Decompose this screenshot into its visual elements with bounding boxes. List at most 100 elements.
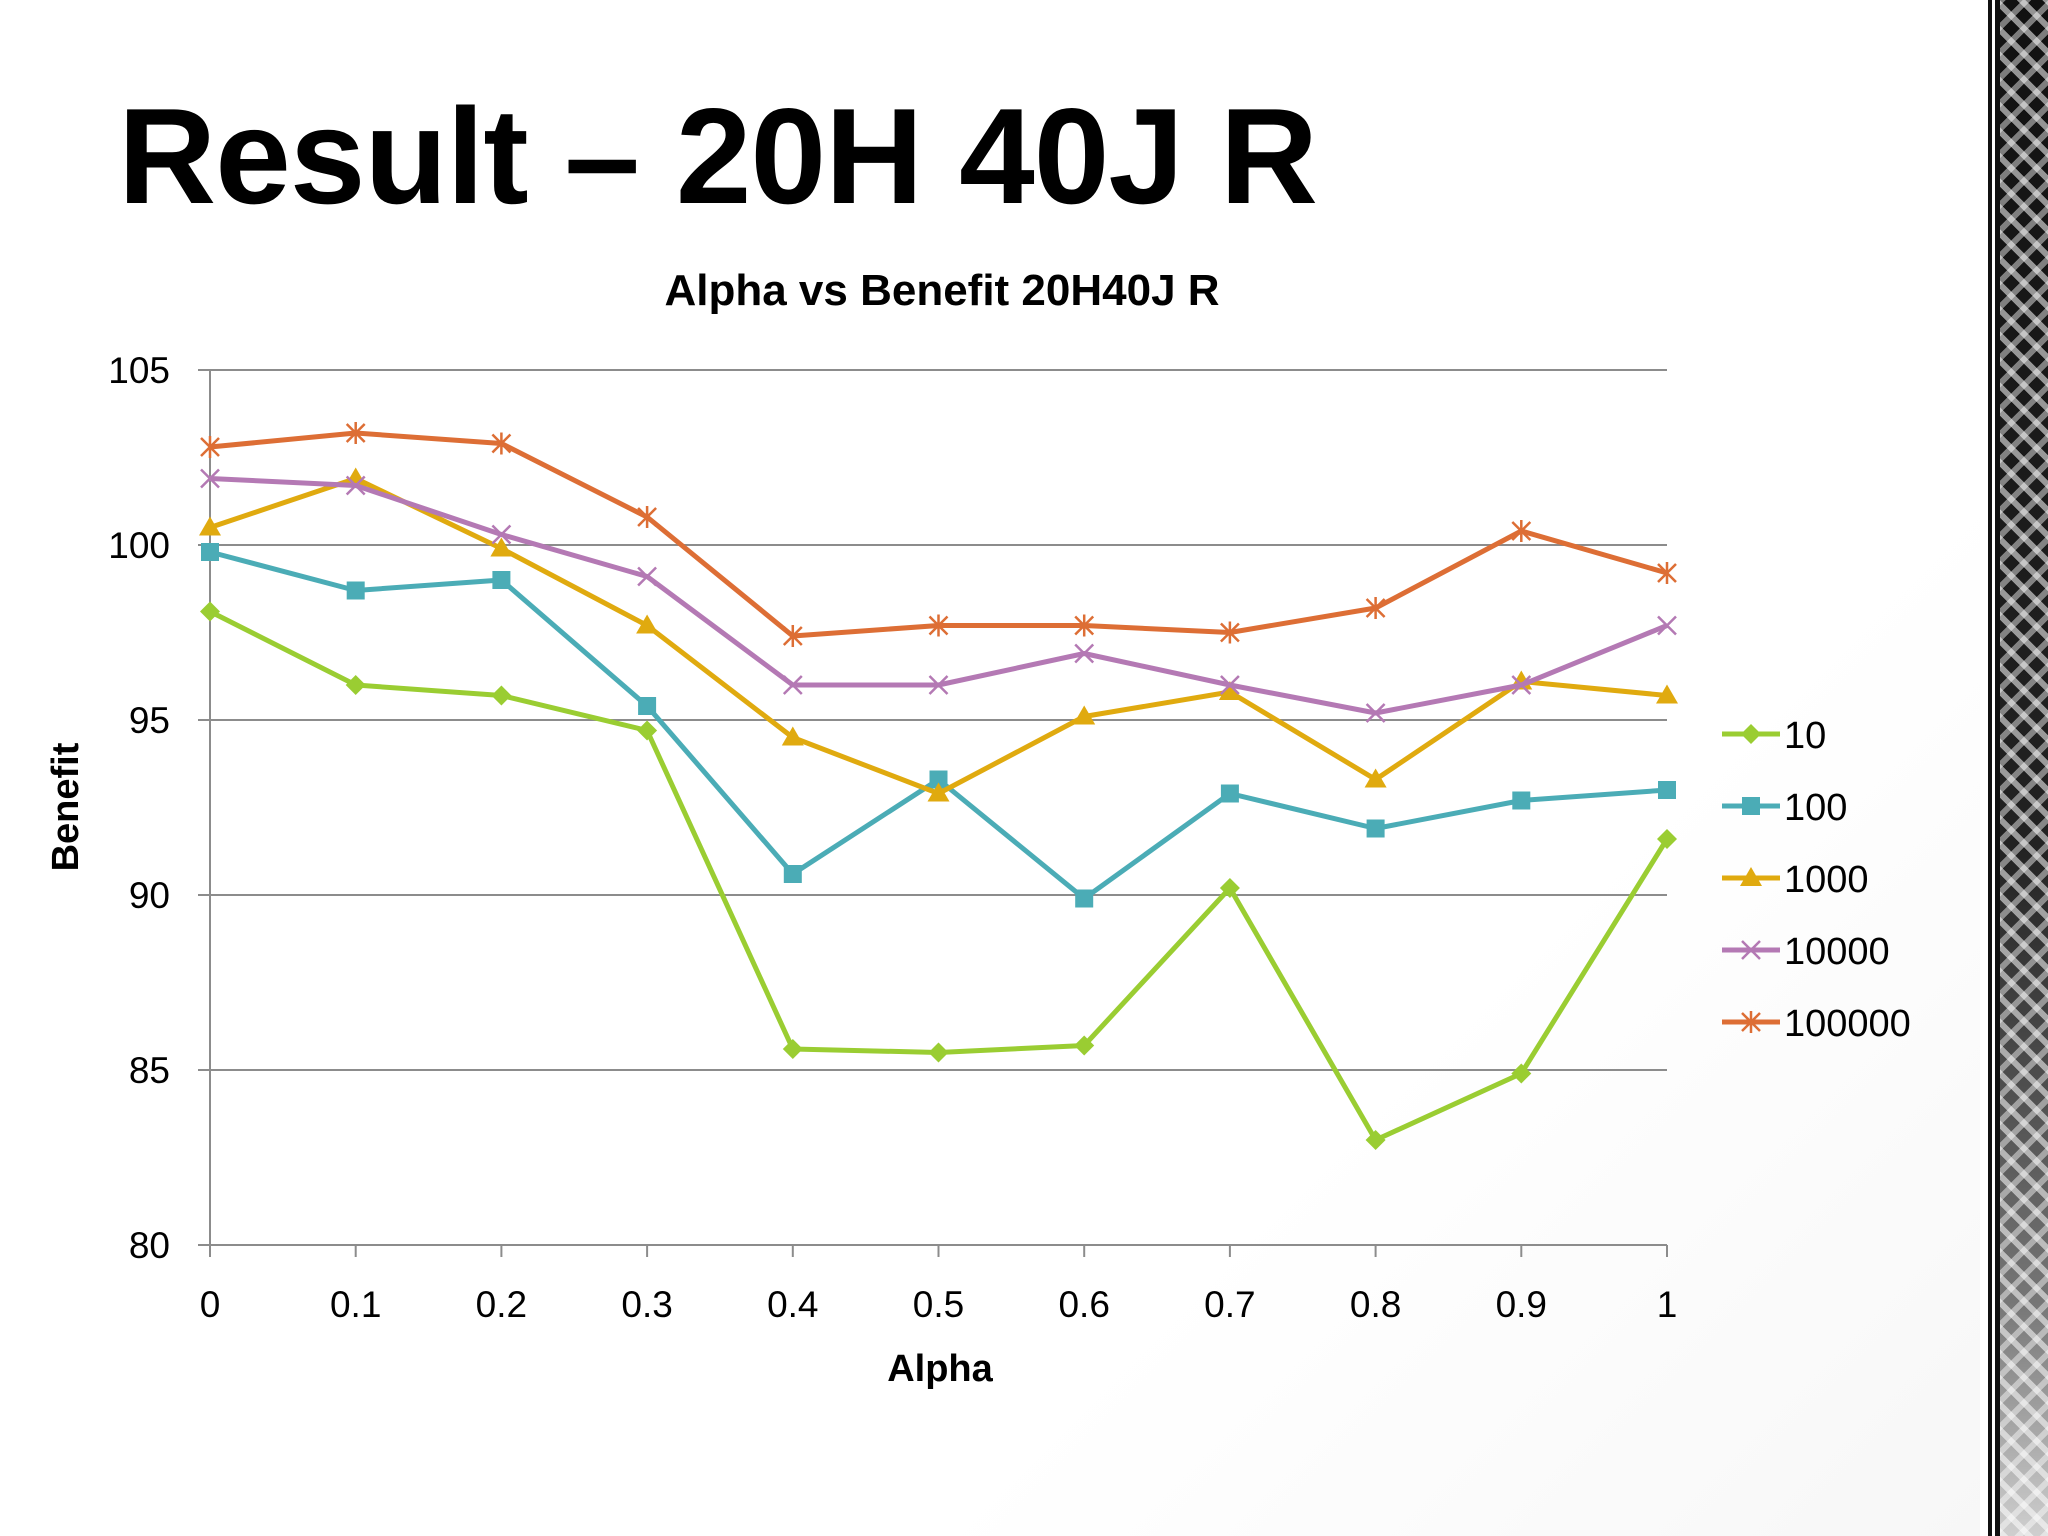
- legend-marker: [1741, 940, 1761, 960]
- data-point: [1366, 819, 1385, 838]
- data-point: [200, 468, 220, 489]
- data-point: [1657, 562, 1677, 584]
- data-point: [927, 782, 950, 802]
- legend-item: 100000: [1722, 1003, 1911, 1045]
- data-point: [345, 475, 366, 496]
- data-point: [1220, 675, 1240, 695]
- data-point: [345, 675, 366, 695]
- series-10000: [200, 468, 1677, 723]
- data-point: [199, 516, 221, 536]
- slide-title: Result – 20H 40J R: [118, 80, 1318, 232]
- y-tick-label: 100: [108, 525, 170, 566]
- data-point: [1511, 1063, 1532, 1084]
- data-point: [1075, 889, 1094, 908]
- legend-item: 10: [1722, 715, 1826, 757]
- legend-marker: [1741, 1011, 1761, 1033]
- data-point: [1658, 781, 1676, 799]
- data-point: [1220, 784, 1239, 803]
- data-point: [782, 675, 803, 695]
- x-tick-label: 0.1: [330, 1284, 381, 1325]
- data-point: [781, 726, 804, 746]
- data-point: [1657, 615, 1677, 636]
- legend-item: 1000: [1722, 859, 1869, 901]
- data-point: [783, 865, 802, 883]
- series-line: [209, 430, 1668, 639]
- data-point: [928, 1042, 949, 1063]
- data-point: [928, 614, 949, 637]
- data-point: [490, 537, 513, 557]
- x-tick-label: 0.7: [1204, 1284, 1255, 1325]
- x-tick-label: 0.8: [1350, 1284, 1401, 1325]
- data-point: [1364, 768, 1387, 788]
- data-point: [1074, 1035, 1095, 1056]
- x-tick-label: 0.4: [767, 1284, 818, 1325]
- y-tick-label: 85: [129, 1050, 170, 1091]
- x-tick-label: 0.2: [476, 1284, 527, 1325]
- tick-labels: 80 85 90 95 100 105 0 0.1 0.2 0.3 0.4 0.5 0.6 0.7 0.8 0…: [108, 350, 1677, 1325]
- chart-title: Alpha vs Benefit 20H40J R: [664, 266, 1219, 315]
- line-chart: Alpha vs Benefit 20H40J R 80859095100105…: [45, 266, 1911, 1390]
- data-point: [636, 614, 659, 634]
- decorative-side-border: [1980, 0, 2048, 1536]
- data-point: [637, 506, 657, 528]
- y-tick-label: 105: [108, 350, 170, 391]
- legend-marker: [1741, 724, 1761, 744]
- data-point: [637, 720, 658, 741]
- data-point: [1218, 681, 1241, 700]
- data-point: [1074, 643, 1095, 664]
- axes: [198, 369, 1668, 1257]
- legend-label: 10000: [1784, 931, 1890, 973]
- legend: 10 100 1000 10000 100000: [1722, 715, 1911, 1045]
- data-point: [1365, 1130, 1386, 1150]
- data-point: [1511, 520, 1532, 542]
- legend-marker: [1742, 797, 1760, 815]
- data-point: [929, 770, 948, 789]
- data-point: [1365, 597, 1386, 619]
- data-point: [782, 1039, 803, 1059]
- legend-label: 100000: [1784, 1003, 1911, 1045]
- data-point: [491, 685, 512, 706]
- series-100: [201, 543, 1676, 908]
- data-point: [491, 524, 512, 545]
- data-point: [637, 566, 657, 587]
- data-point: [1219, 878, 1240, 898]
- legend-label: 10: [1784, 715, 1826, 757]
- series-10: [200, 601, 1677, 1150]
- data-point: [1365, 703, 1386, 723]
- data-point: [492, 571, 511, 589]
- x-tick-label: 0.6: [1058, 1284, 1109, 1325]
- legend-item: 10000: [1722, 931, 1890, 973]
- data-point: [928, 675, 949, 695]
- data-point: [201, 543, 219, 561]
- y-tick-label: 90: [129, 875, 170, 916]
- series-group: [199, 422, 1678, 1150]
- data-point: [1073, 705, 1096, 725]
- y-tick-label: 80: [129, 1225, 170, 1266]
- x-tick-label: 1: [1657, 1284, 1678, 1325]
- legend-marker: [1740, 867, 1762, 886]
- x-tick-label: 0.5: [913, 1284, 964, 1325]
- series-line: [209, 549, 1668, 901]
- data-point: [346, 581, 365, 600]
- legend-label: 1000: [1784, 859, 1869, 901]
- legend-label: 100: [1784, 787, 1847, 829]
- data-point: [1074, 614, 1095, 637]
- y-tick-label: 95: [129, 700, 170, 741]
- data-point: [1657, 829, 1677, 849]
- data-point: [200, 601, 220, 622]
- data-point: [491, 432, 512, 455]
- y-axis-label: Benefit: [45, 742, 87, 871]
- data-point: [782, 625, 803, 647]
- x-tick-label: 0.9: [1496, 1284, 1547, 1325]
- data-point: [1220, 621, 1240, 644]
- data-point: [345, 422, 366, 444]
- data-point: [1511, 675, 1532, 695]
- data-point: [200, 436, 220, 458]
- x-tick-label: 0.3: [621, 1284, 672, 1325]
- data-point: [638, 697, 657, 715]
- data-point: [1656, 684, 1678, 704]
- x-tick-label: 0: [200, 1284, 221, 1325]
- data-point: [1512, 791, 1531, 810]
- grid-lines: [210, 369, 1667, 1071]
- x-axis-label: Alpha: [887, 1348, 993, 1390]
